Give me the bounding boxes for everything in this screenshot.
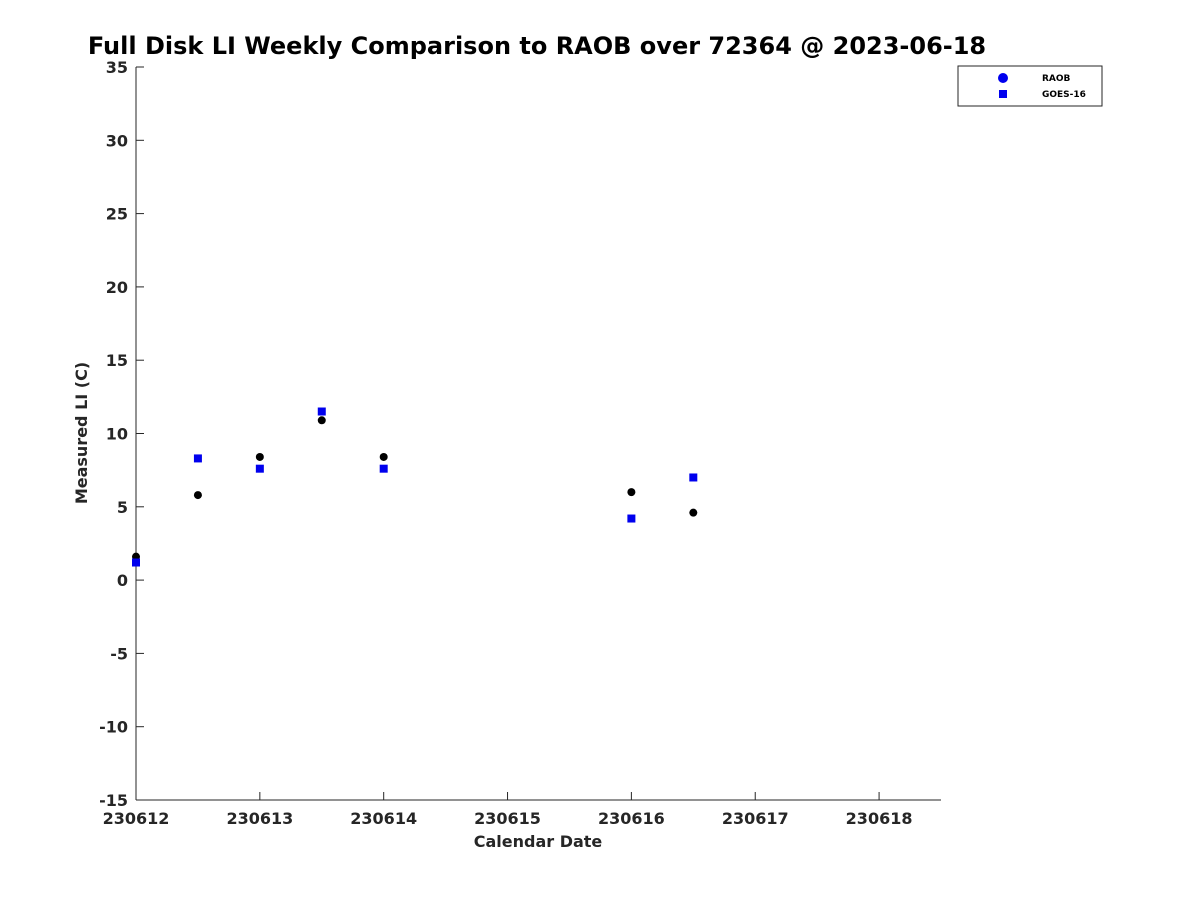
goes-16-point (317, 407, 326, 416)
y-tick-label: 10 (106, 425, 128, 444)
legend-raob-label: RAOB (1042, 74, 1071, 84)
raob-point (627, 488, 636, 497)
x-tick-label: 230614 (350, 809, 417, 828)
raob-point (317, 416, 326, 425)
y-tick-label: 15 (106, 351, 128, 370)
raob-point (379, 452, 388, 461)
raob-point (689, 508, 698, 517)
y-tick-label: 5 (117, 498, 128, 517)
x-axis-label: Calendar Date (474, 832, 603, 851)
y-tick-label: 30 (106, 131, 128, 150)
goes-16-point (255, 464, 264, 473)
y-tick-label: -5 (110, 644, 128, 663)
x-tick-label: 230616 (598, 809, 665, 828)
y-tick-label: -15 (99, 791, 128, 810)
chart-title: Full Disk LI Weekly Comparison to RAOB o… (88, 32, 986, 60)
x-tick-label: 230613 (226, 809, 293, 828)
goes-16-point (132, 558, 140, 567)
goes-16-point (379, 464, 388, 473)
y-ticks: -15 -10 -5 0 5 10 15 20 25 30 35 (99, 58, 144, 810)
goes-16-point (193, 454, 202, 463)
y-tick-label: 0 (117, 571, 128, 590)
x-tick-label: 230617 (722, 809, 789, 828)
y-tick-label: 25 (106, 205, 128, 224)
axes (135, 67, 941, 801)
x-tick-label: 230615 (474, 809, 541, 828)
legend-goes-16-marker (999, 90, 1007, 98)
raob-point (255, 452, 264, 461)
legend-box (957, 65, 1103, 107)
x-tick-label: 230618 (846, 809, 913, 828)
goes-16-point (627, 514, 636, 523)
legend-goes-16-label: GOES-16 (1042, 90, 1086, 100)
legend: RAOB GOES-16 (957, 65, 1103, 107)
goes-16-point (689, 473, 698, 482)
y-tick-label: -10 (99, 718, 128, 737)
x-tick-label: 230612 (103, 809, 170, 828)
legend-raob-marker (998, 73, 1008, 83)
y-tick-label: 35 (106, 58, 128, 77)
y-axis-label: Measured LI (C) (72, 362, 91, 504)
raob-point (193, 491, 202, 500)
data-points (132, 407, 698, 567)
x-ticks: 230612 230613 230614 230615 230616 230617 2306… (103, 792, 913, 828)
y-tick-label: 20 (106, 278, 128, 297)
